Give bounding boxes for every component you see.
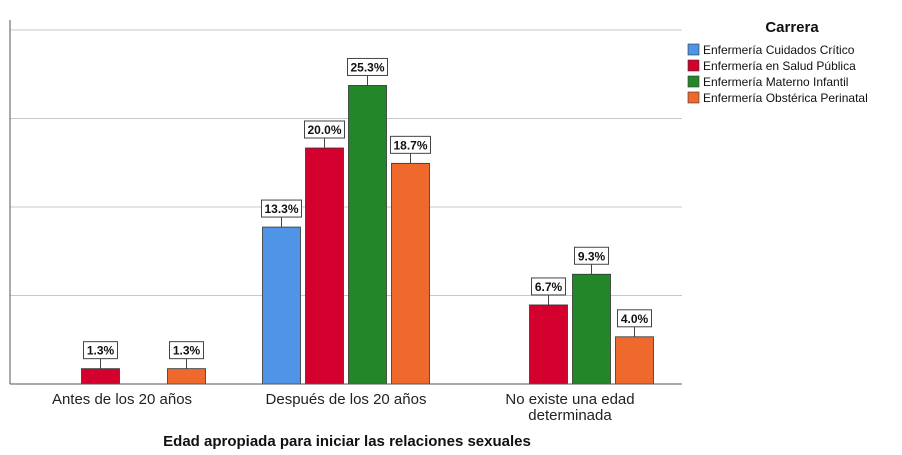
- gridlines: [10, 29, 682, 296]
- data-label: 1.3%: [87, 344, 115, 358]
- legend-entry: Enfermería Obstérica Perinatal: [703, 91, 868, 105]
- legend-entry: Enfermería en Salud Pública: [703, 59, 856, 73]
- legend-entry: Enfermería Cuidados Crítico: [703, 43, 855, 57]
- data-label: 25.3%: [350, 60, 384, 74]
- category-label: Antes de los 20 años: [52, 391, 192, 408]
- bar: [572, 273, 611, 385]
- data-label-box: [574, 246, 609, 265]
- x-axis-label: Edad apropiada para iniciar las relacion…: [163, 433, 531, 450]
- bar: [305, 147, 344, 385]
- bar: [391, 162, 430, 385]
- legend-swatch: [687, 43, 700, 56]
- bar: [81, 368, 120, 385]
- legend-entry: Enfermería Materno Infantil: [703, 75, 848, 89]
- legend-swatch: [687, 91, 700, 104]
- legend: Carrera Enfermería Cuidados Crítico Enfer…: [687, 19, 868, 105]
- category-labels: Antes de los 20 años Después de los 20 añ…: [52, 391, 635, 424]
- bar: [348, 85, 387, 385]
- data-label: 20.0%: [307, 123, 341, 137]
- data-label-box: [390, 135, 431, 154]
- data-label: 4.0%: [621, 312, 649, 326]
- legend-swatch: [687, 75, 700, 88]
- data-labels: 1.3% 1.3% 13.3% 20.0% 25.3% 18.7% 6.7% 9.3% 4.0%: [83, 57, 652, 369]
- data-label-box: [261, 199, 302, 218]
- category-label: determinada: [528, 407, 612, 424]
- data-label: 6.7%: [535, 280, 563, 294]
- data-label: 9.3%: [578, 249, 606, 263]
- data-label-box: [531, 277, 566, 296]
- data-label: 18.7%: [393, 138, 427, 152]
- category-label: No existe una edad: [505, 391, 634, 408]
- bars: [81, 85, 654, 385]
- bar: [262, 226, 301, 385]
- data-label-box: [169, 341, 204, 360]
- bar: [167, 368, 206, 385]
- legend-swatch: [687, 59, 700, 72]
- category-label: Después de los 20 años: [266, 391, 427, 408]
- data-label: 1.3%: [173, 344, 201, 358]
- data-label-box: [347, 57, 388, 76]
- legend-title: Carrera: [765, 19, 819, 36]
- data-label: 13.3%: [264, 202, 298, 216]
- data-label-box: [304, 120, 345, 139]
- bar: [529, 304, 568, 385]
- data-label-box: [83, 341, 118, 360]
- data-label-box: [617, 309, 652, 328]
- bar: [615, 336, 654, 385]
